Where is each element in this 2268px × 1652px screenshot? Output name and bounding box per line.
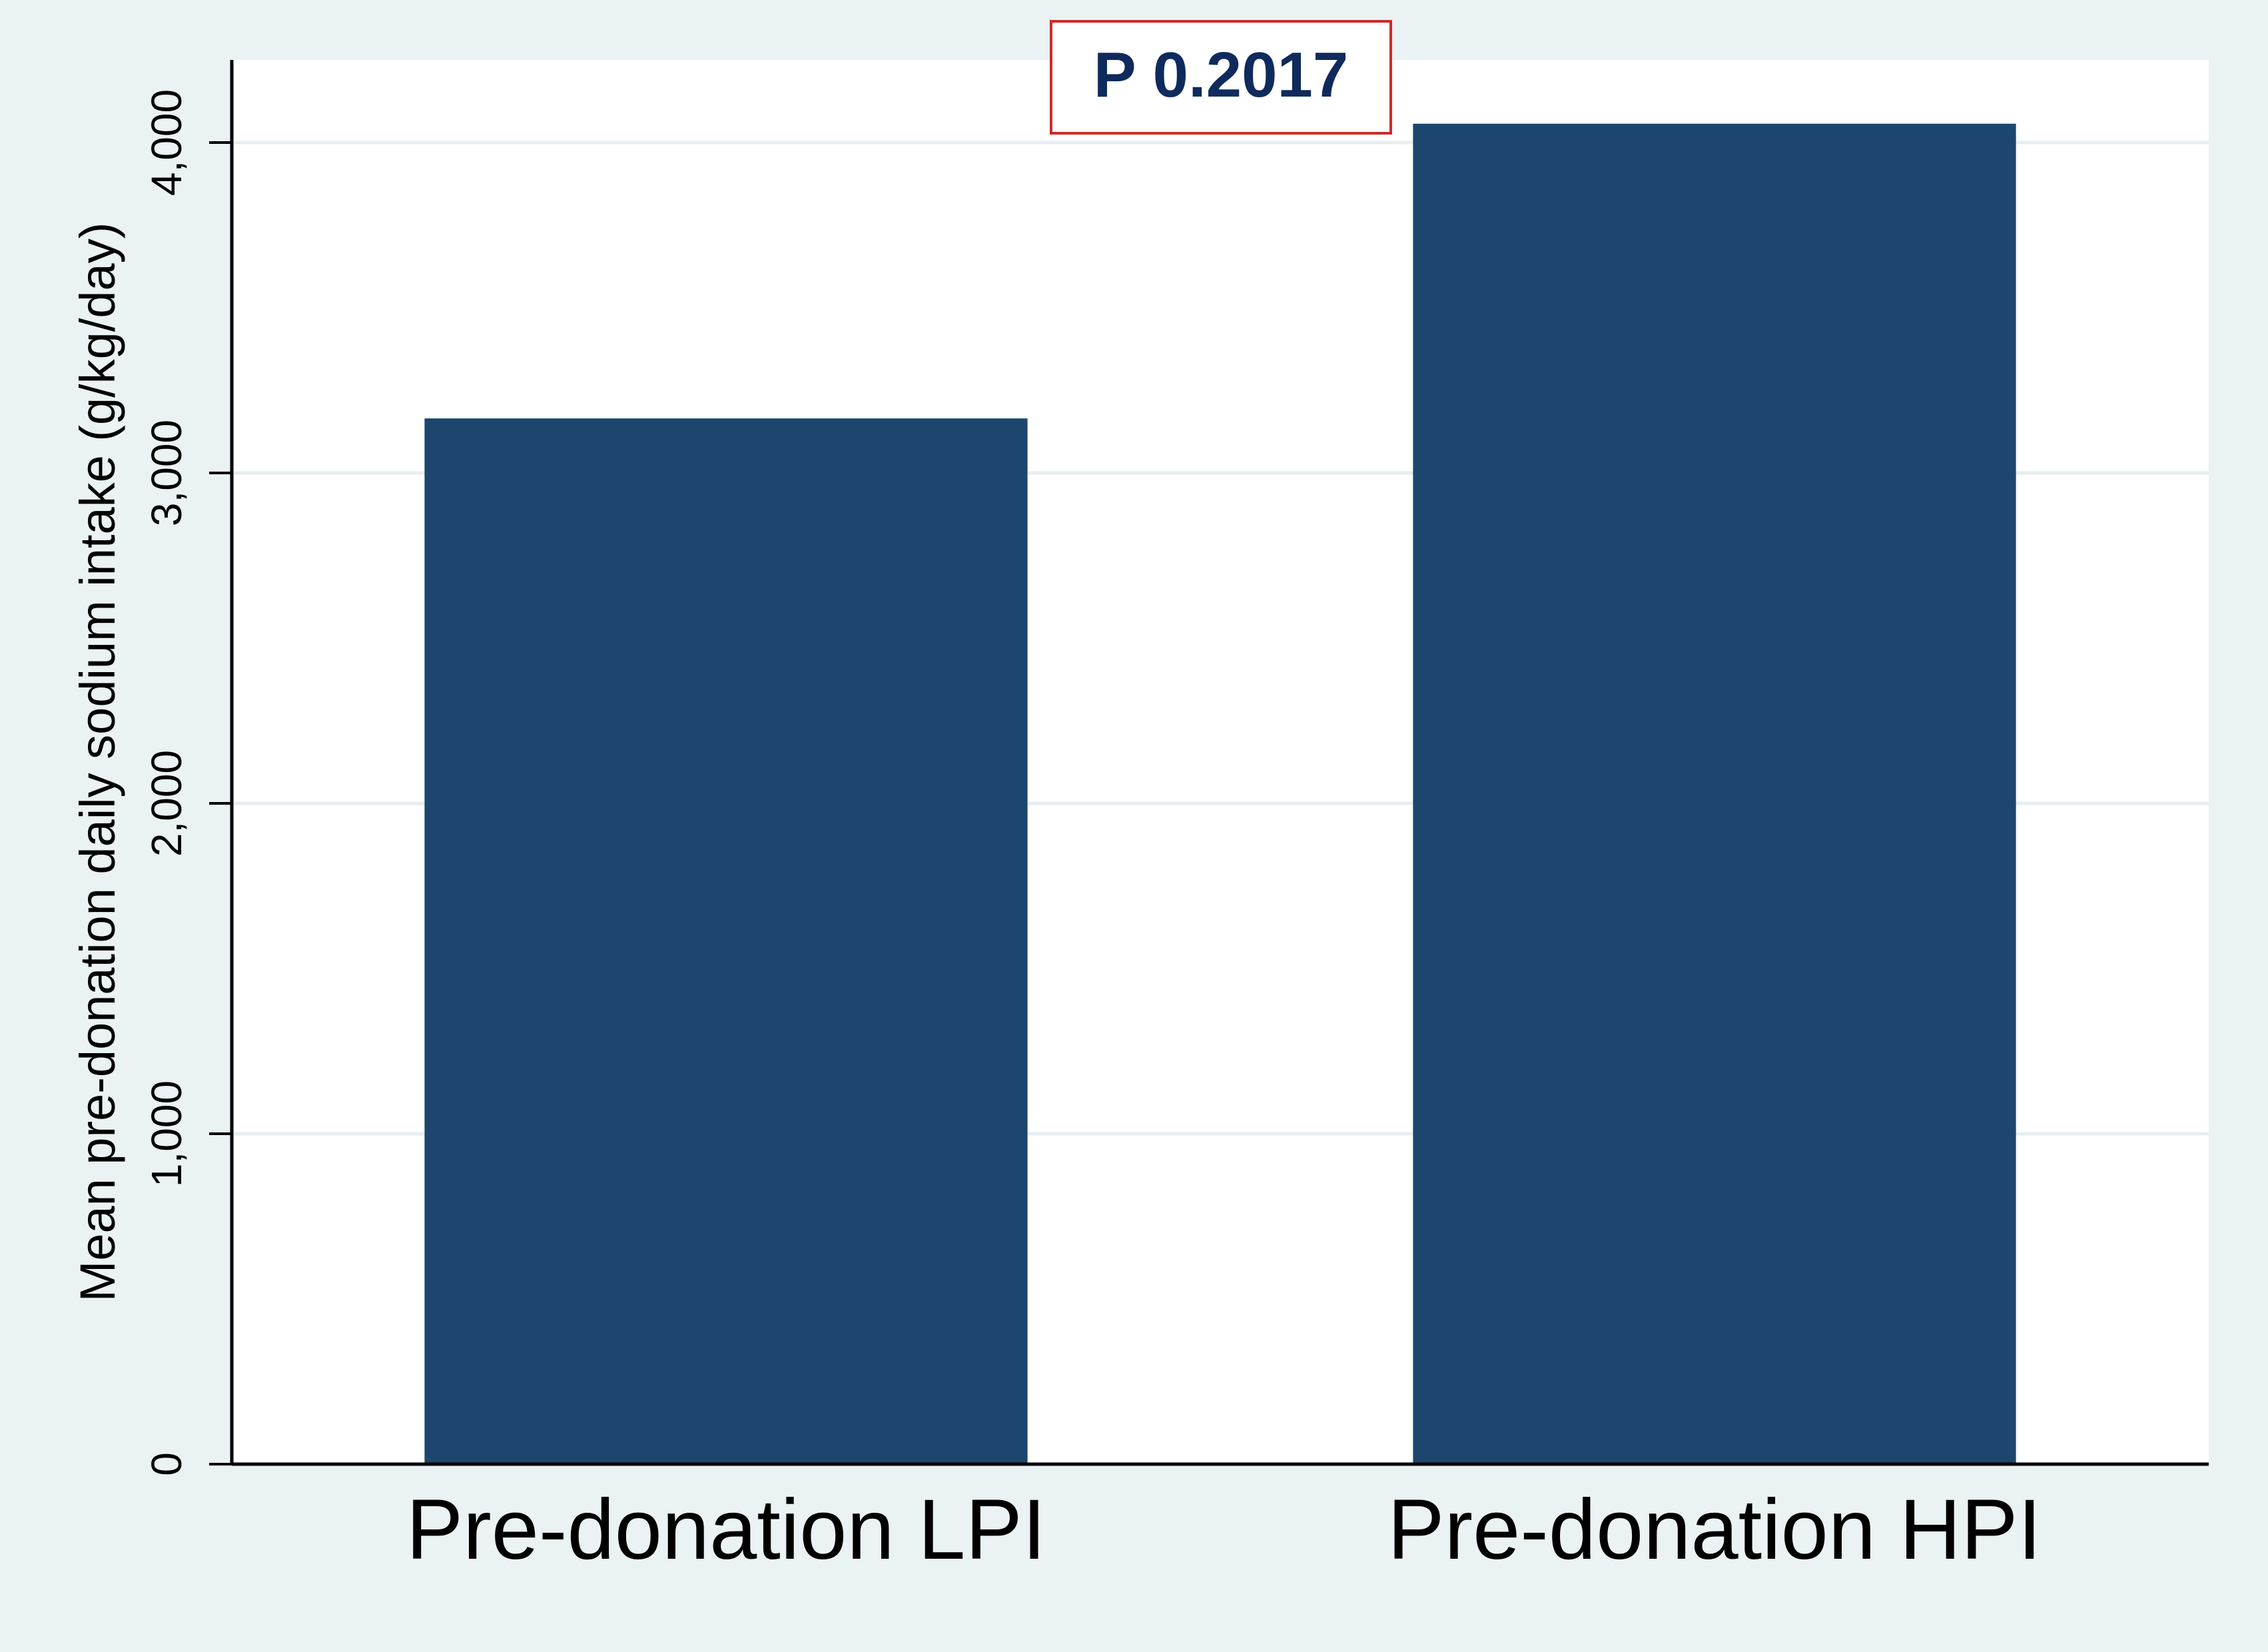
- y-ticks: 0 1,000 2,000 3,000 4,000: [143, 89, 232, 1476]
- bar: [424, 418, 1028, 1465]
- y-tick-label: 3,000: [143, 420, 190, 526]
- annotation-text: P 0.2017: [1094, 39, 1349, 111]
- p-value-annotation: P 0.2017: [1050, 20, 1392, 135]
- y-tick-label: 0: [143, 1452, 190, 1476]
- bar: [1413, 123, 2016, 1464]
- x-category-label: Pre-donation LPI: [406, 1482, 1046, 1577]
- x-labels: Pre-donation LPI Pre-donation HPI: [406, 1482, 2042, 1577]
- y-axis-label: Mean pre-donation daily sodium intake (g…: [70, 222, 125, 1302]
- y-tick-label: 1,000: [143, 1080, 190, 1187]
- y-tick-label: 2,000: [143, 750, 190, 857]
- bars: [424, 123, 2016, 1465]
- annotation-box: [1050, 20, 1392, 135]
- x-category-label: Pre-donation HPI: [1387, 1482, 2042, 1577]
- y-tick-label: 4,000: [143, 89, 190, 196]
